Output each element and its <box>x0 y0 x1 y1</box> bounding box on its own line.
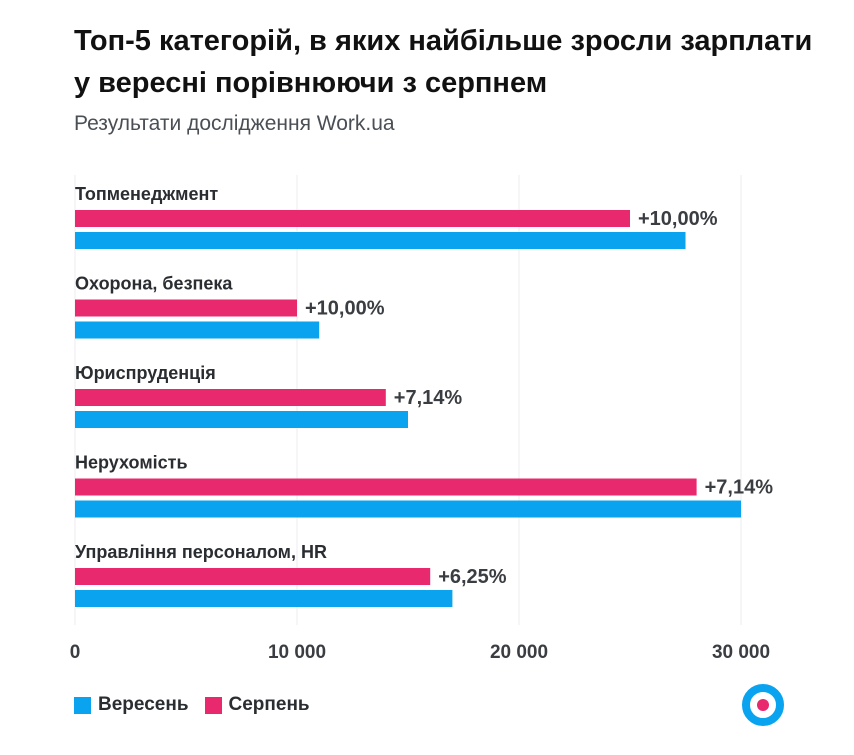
bar-august-0 <box>75 210 630 227</box>
bar-september-0 <box>75 232 686 249</box>
data-label-2: +7,14% <box>394 387 463 409</box>
category-label-0: Топменеджмент <box>75 184 218 204</box>
legend-swatch-september <box>74 696 91 714</box>
legend-label-september: Вересень <box>98 694 189 715</box>
legend: Вересень Серпень <box>74 694 316 716</box>
category-label-4: Управління персоналом, HR <box>75 542 327 562</box>
data-label-0: +10,00% <box>638 208 718 230</box>
legend-item-september[interactable]: Вересень <box>74 694 189 716</box>
category-label-1: Охорона, безпека <box>75 274 233 294</box>
category-label-3: Нерухомість <box>75 453 188 473</box>
data-label-1: +10,00% <box>305 298 385 320</box>
bar-september-3 <box>75 500 741 518</box>
chart-title: Топ-5 категорій, в яких найбільше зросли… <box>74 25 813 99</box>
data-label-3: +7,14% <box>705 477 774 499</box>
bar-august-3 <box>75 478 697 496</box>
bar-september-2 <box>75 411 408 428</box>
bar-august-1 <box>75 299 297 317</box>
bar-august-4 <box>75 568 431 585</box>
category-label-2: Юриспруденція <box>75 363 216 383</box>
x-tick-label-0: 0 <box>70 642 81 663</box>
legend-swatch-august <box>204 696 222 714</box>
chart-subtitle: Результати дослідження Work.ua <box>74 112 395 135</box>
legend-item-august[interactable]: Серпень <box>204 694 310 716</box>
work-ua-logo-icon <box>742 684 784 726</box>
bar-august-2 <box>75 389 386 406</box>
data-label-4: +6,25% <box>438 566 507 588</box>
bar-chart: Топменеджмент +10,00% Охорона, безпека +10,… <box>70 175 774 663</box>
x-tick-label-2: 20 000 <box>490 642 548 663</box>
legend-label-august: Серпень <box>228 694 310 715</box>
x-tick-label-3: 30 000 <box>712 642 770 663</box>
bar-september-1 <box>75 321 320 339</box>
x-tick-label-1: 10 000 <box>268 642 326 663</box>
bar-september-4 <box>75 590 453 607</box>
